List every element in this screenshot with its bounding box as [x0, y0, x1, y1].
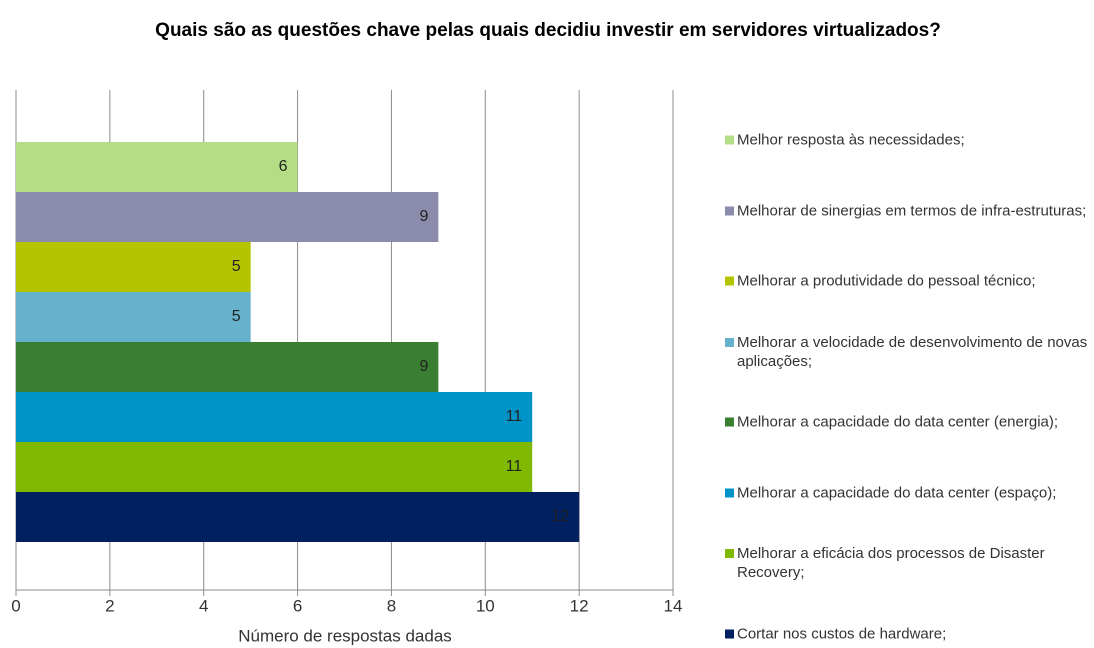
value-label: 11	[506, 408, 523, 425]
legend-item: Melhorar a eficácia dos processos de Dis…	[725, 544, 1090, 582]
legend-item: Melhorar a produtividade do pessoal técn…	[725, 272, 1090, 291]
legend-swatch	[725, 488, 734, 497]
bar	[16, 242, 251, 292]
legend-swatch	[725, 549, 734, 558]
x-tick-label: 6	[293, 596, 302, 615]
bar	[16, 292, 251, 342]
bar	[16, 442, 533, 492]
legend-swatch	[725, 337, 734, 347]
legend-item: Melhorar de sinergias em termos de infra…	[725, 201, 1090, 220]
chart-title: Quais são as questões chave pelas quais …	[155, 20, 941, 41]
value-label: 11	[506, 458, 523, 475]
legend-label: Melhorar a produtividade do pessoal técn…	[737, 272, 1036, 290]
legend-swatch	[725, 276, 734, 286]
legend-label: Melhorar a eficácia dos processos de Dis…	[737, 545, 1045, 581]
legend-label: Melhorar de sinergias em termos de infra…	[737, 202, 1087, 219]
value-label: 9	[419, 358, 428, 375]
x-tick-label: 0	[11, 596, 20, 615]
legend-label: Melhorar a capacidade do data center (es…	[737, 484, 1057, 501]
value-label: 12	[551, 508, 569, 525]
legend-swatch	[725, 417, 734, 427]
x-tick-label: 8	[387, 596, 396, 615]
value-label: 6	[279, 158, 288, 175]
value-label: 5	[232, 258, 241, 275]
x-axis-label: Número de respostas dadas	[238, 626, 452, 645]
legend-swatch	[725, 135, 734, 145]
x-tick-label: 14	[664, 596, 683, 615]
bar	[16, 342, 439, 392]
value-label: 5	[232, 308, 241, 325]
bar	[16, 392, 533, 442]
value-label: 9	[419, 208, 428, 225]
bar	[16, 142, 298, 192]
legend-label: Melhorar a capacidade do data center (en…	[737, 413, 1059, 431]
bar	[16, 192, 439, 242]
legend-item: Cortar nos custos de hardware;	[725, 624, 1090, 643]
legend-swatch	[725, 206, 734, 215]
x-tick-label: 10	[476, 596, 495, 615]
legend-item: Melhorar a capacidade do data center (es…	[725, 483, 1090, 502]
legend-label: Melhorar a velocidade de desenvolvimento…	[737, 333, 1088, 370]
legend-item: Melhorar a capacidade do data center (en…	[725, 413, 1090, 432]
x-tick-label: 2	[105, 596, 114, 615]
legend-label: Cortar nos custos de hardware;	[737, 625, 947, 642]
legend-swatch	[725, 629, 734, 638]
bar	[16, 492, 580, 542]
x-tick-label: 4	[199, 596, 208, 615]
legend-item: Melhor resposta às necessidades;	[725, 131, 1090, 150]
legend-label: Melhor resposta às necessidades;	[737, 131, 965, 149]
legend-item: Melhorar a velocidade de desenvolvimento…	[725, 333, 1090, 371]
x-tick-label: 12	[570, 596, 589, 615]
